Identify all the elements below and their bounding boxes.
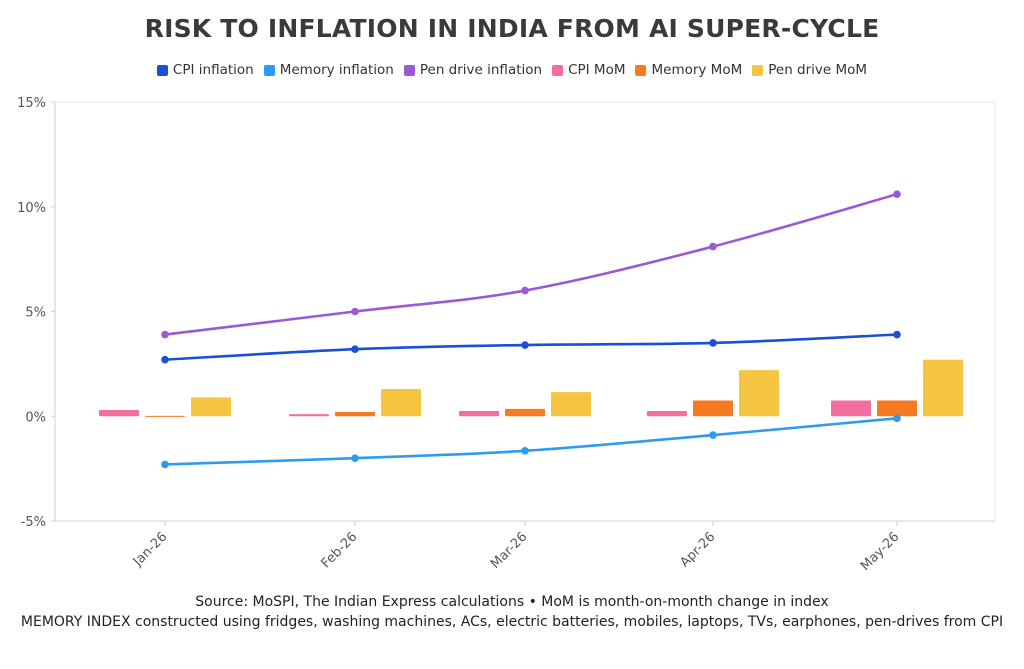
bar-memory-mom-jan-26 bbox=[145, 415, 185, 417]
y-tick-label: 10% bbox=[17, 201, 46, 216]
chart-legend: CPI inflation Memory inflation Pen drive i… bbox=[0, 62, 1024, 78]
legend-item-pen-drive-mom: Pen drive MoM bbox=[752, 62, 867, 78]
x-tick-label: Mar-26 bbox=[488, 529, 530, 571]
point-cpi-inflation-feb-26 bbox=[351, 345, 359, 354]
legend-item-pen-drive-inflation: Pen drive inflation bbox=[403, 62, 543, 78]
chart-title: RISK TO INFLATION IN INDIA FROM AI SUPER… bbox=[144, 14, 880, 43]
line-memory-inflation bbox=[163, 417, 899, 466]
point-pen-drive-inflation-mar-26 bbox=[521, 286, 529, 295]
point-pen-drive-inflation-feb-26 bbox=[351, 307, 359, 316]
legend-label: Pen drive MoM bbox=[768, 62, 868, 78]
bar-cpi-mom-jan-26 bbox=[99, 409, 139, 417]
point-memory-inflation-mar-26 bbox=[521, 447, 529, 455]
point-cpi-inflation-jan-26 bbox=[161, 355, 169, 364]
bar-memory-mom-apr-26 bbox=[693, 400, 733, 417]
legend-swatch bbox=[552, 64, 564, 76]
bar-pen-drive-mom-feb-26 bbox=[381, 389, 421, 417]
point-pen-drive-inflation-may-26 bbox=[893, 190, 901, 198]
point-cpi-inflation-may-26 bbox=[893, 330, 901, 339]
point-pen-drive-inflation-jan-26 bbox=[161, 330, 169, 339]
bar-pen-drive-mom-apr-26 bbox=[739, 370, 779, 417]
point-pen-drive-inflation-apr-26 bbox=[709, 242, 717, 251]
legend-label: Memory inflation bbox=[279, 62, 394, 78]
legend-swatch bbox=[403, 64, 415, 76]
line-cpi-inflation bbox=[163, 333, 899, 361]
legend-item-cpi-inflation: CPI inflation bbox=[156, 62, 254, 78]
bar-pen-drive-mom-may-26 bbox=[923, 359, 963, 417]
bar-cpi-mom-apr-26 bbox=[647, 411, 687, 417]
y-tick-label: 0% bbox=[25, 410, 46, 425]
legend-swatch bbox=[156, 64, 168, 76]
line-pen-drive-inflation bbox=[163, 192, 899, 336]
bar-memory-mom-feb-26 bbox=[335, 412, 375, 417]
bar-cpi-mom-may-26 bbox=[831, 400, 871, 417]
x-tick-label: Jan-26 bbox=[130, 529, 171, 570]
legend-label: Memory MoM bbox=[651, 62, 743, 78]
bar-cpi-mom-feb-26 bbox=[289, 414, 329, 417]
source-note: Source: MoSPI, The Indian Express calcul… bbox=[195, 594, 829, 610]
point-memory-inflation-jan-26 bbox=[161, 460, 169, 469]
legend-swatch bbox=[263, 64, 275, 76]
legend-label: Pen drive inflation bbox=[419, 62, 543, 78]
memory-index-note: MEMORY INDEX constructed using fridges, … bbox=[20, 614, 1004, 630]
point-cpi-inflation-mar-26 bbox=[521, 341, 529, 349]
y-tick-label: -5% bbox=[21, 515, 46, 530]
legend-label: CPI MoM bbox=[568, 62, 626, 78]
legend-swatch bbox=[752, 64, 764, 76]
bar-memory-mom-mar-26 bbox=[505, 408, 545, 417]
bar-pen-drive-mom-mar-26 bbox=[551, 392, 591, 417]
x-tick-label: May-26 bbox=[858, 529, 902, 573]
y-tick-label: 15% bbox=[17, 96, 46, 111]
legend-swatch bbox=[635, 64, 647, 76]
y-tick-label: 5% bbox=[25, 306, 46, 321]
point-cpi-inflation-apr-26 bbox=[709, 339, 717, 347]
legend-label: CPI inflation bbox=[172, 62, 254, 78]
bar-pen-drive-mom-jan-26 bbox=[191, 397, 231, 417]
point-memory-inflation-may-26 bbox=[893, 414, 901, 423]
point-memory-inflation-apr-26 bbox=[709, 431, 717, 439]
legend-item-memory-inflation: Memory inflation bbox=[263, 62, 394, 78]
legend-item-cpi-mom: CPI MoM bbox=[552, 62, 625, 78]
x-tick-label: Apr-26 bbox=[677, 529, 718, 570]
chart-svg: 15% 10% 5% 0% -5% Jan-26 Feb-26 Mar-26 Apr-26 May… bbox=[17, 96, 996, 574]
x-tick-label: Feb-26 bbox=[319, 529, 361, 571]
bar-cpi-mom-mar-26 bbox=[459, 411, 499, 417]
point-memory-inflation-feb-26 bbox=[351, 454, 359, 462]
legend-item-memory-mom: Memory MoM bbox=[635, 62, 742, 78]
bar-memory-mom-may-26 bbox=[877, 400, 917, 417]
